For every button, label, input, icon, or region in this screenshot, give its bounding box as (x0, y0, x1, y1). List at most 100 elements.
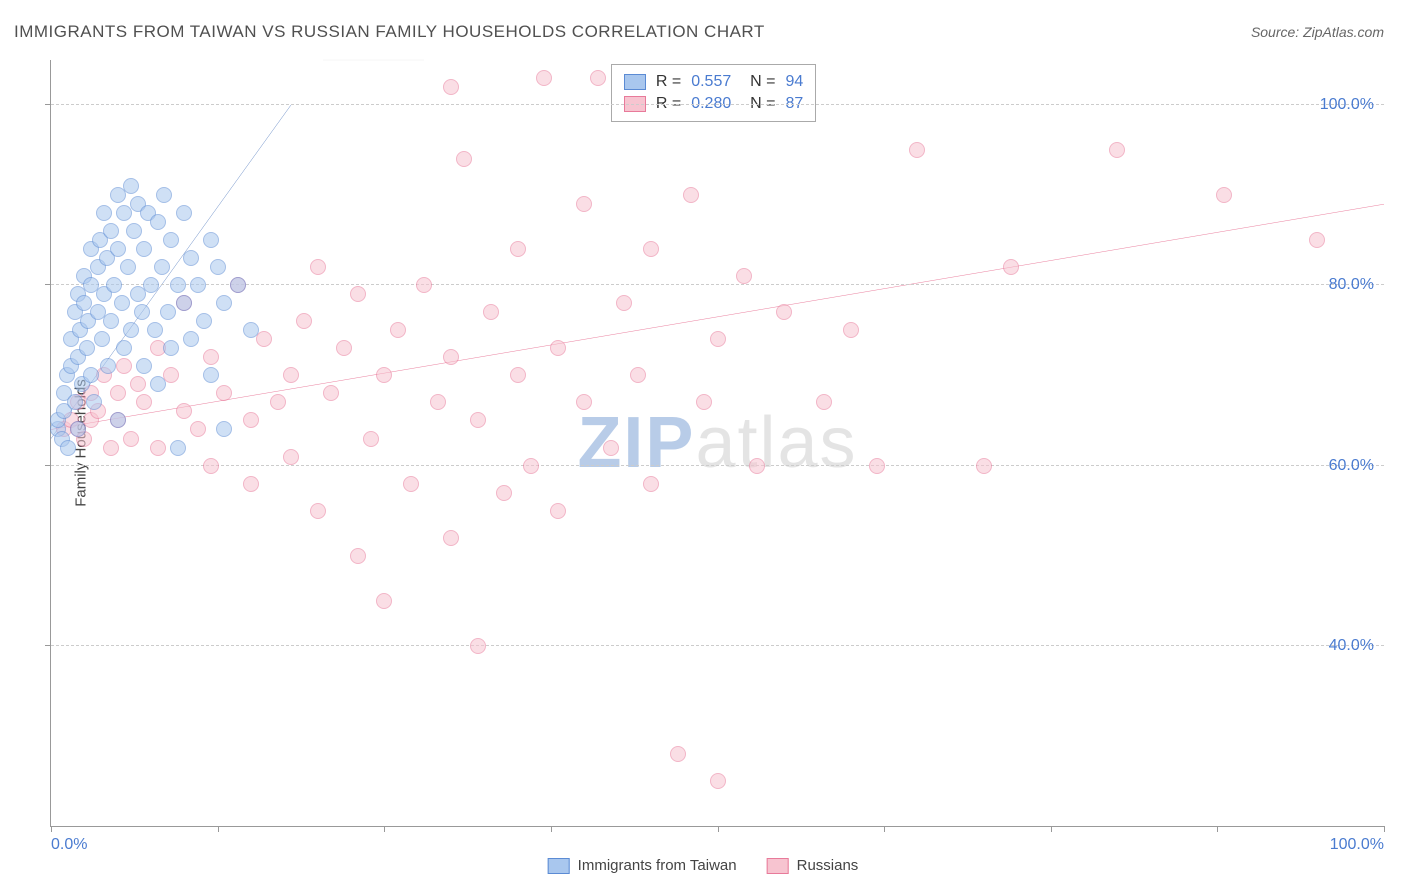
scatter-point (136, 241, 152, 257)
scatter-point (696, 394, 712, 410)
scatter-point (94, 331, 110, 347)
scatter-point (210, 259, 226, 275)
scatter-point (136, 358, 152, 374)
scatter-point (550, 340, 566, 356)
scatter-point (170, 440, 186, 456)
scatter-point (156, 187, 172, 203)
legend-n-label: N = (741, 73, 775, 91)
scatter-point (510, 241, 526, 257)
x-axis-max-label: 100.0% (1330, 836, 1384, 854)
x-tick (551, 826, 552, 832)
scatter-point (643, 476, 659, 492)
scatter-point (176, 295, 192, 311)
correlation-stats-legend: R = 0.557 N = 94R = 0.280 N = 87 (611, 64, 816, 122)
gridline (51, 284, 1384, 285)
scatter-point (576, 394, 592, 410)
scatter-point (154, 259, 170, 275)
scatter-point (114, 295, 130, 311)
scatter-point (283, 367, 299, 383)
legend-swatch (624, 74, 646, 90)
y-tick (45, 645, 51, 646)
x-tick (384, 826, 385, 832)
scatter-point (1109, 142, 1125, 158)
y-tick-label: 80.0% (1329, 276, 1374, 294)
scatter-point (110, 241, 126, 257)
scatter-point (336, 340, 352, 356)
scatter-point (203, 367, 219, 383)
scatter-point (670, 746, 686, 762)
scatter-point (496, 485, 512, 501)
scatter-point (749, 458, 765, 474)
scatter-point (70, 421, 86, 437)
scatter-point (170, 277, 186, 293)
scatter-point (470, 638, 486, 654)
scatter-point (710, 773, 726, 789)
scatter-point (376, 367, 392, 383)
scatter-point (310, 259, 326, 275)
x-tick (1217, 826, 1218, 832)
scatter-point (216, 385, 232, 401)
scatter-point (403, 476, 419, 492)
scatter-point (203, 232, 219, 248)
chart-title: IMMIGRANTS FROM TAIWAN VS RUSSIAN FAMILY… (14, 22, 765, 42)
scatter-point (103, 440, 119, 456)
source-attribution: Source: ZipAtlas.com (1251, 24, 1384, 40)
y-tick (45, 104, 51, 105)
scatter-point (110, 412, 126, 428)
y-tick (45, 284, 51, 285)
legend-label: Immigrants from Taiwan (578, 857, 737, 874)
scatter-point (103, 313, 119, 329)
x-tick (1051, 826, 1052, 832)
scatter-point (216, 295, 232, 311)
gridline (51, 465, 1384, 466)
scatter-point (106, 277, 122, 293)
scatter-point (150, 440, 166, 456)
scatter-point (67, 394, 83, 410)
scatter-point (310, 503, 326, 519)
y-tick (45, 465, 51, 466)
scatter-point (103, 223, 119, 239)
scatter-point (160, 304, 176, 320)
scatter-point (123, 431, 139, 447)
legend-n-value: 94 (785, 73, 803, 91)
scatter-point (123, 178, 139, 194)
trend-line (51, 204, 1384, 429)
scatter-point (243, 476, 259, 492)
y-tick-label: 40.0% (1329, 637, 1374, 655)
x-tick (1384, 826, 1385, 832)
watermark-prefix: ZIP (577, 403, 695, 483)
scatter-point (323, 385, 339, 401)
scatter-point (576, 196, 592, 212)
scatter-point (483, 304, 499, 320)
scatter-point (60, 440, 76, 456)
scatter-point (816, 394, 832, 410)
scatter-point (643, 241, 659, 257)
scatter-point (523, 458, 539, 474)
scatter-point (350, 286, 366, 302)
scatter-point (376, 593, 392, 609)
scatter-point (296, 313, 312, 329)
x-tick (884, 826, 885, 832)
watermark-suffix: atlas (695, 403, 857, 483)
scatter-point (230, 277, 246, 293)
scatter-point (143, 277, 159, 293)
scatter-point (86, 394, 102, 410)
legend-stats-row: R = 0.557 N = 94 (624, 71, 803, 93)
scatter-point (150, 214, 166, 230)
scatter-point (123, 322, 139, 338)
scatter-point (843, 322, 859, 338)
x-tick (218, 826, 219, 832)
scatter-point (136, 394, 152, 410)
scatter-point (134, 304, 150, 320)
scatter-point (710, 331, 726, 347)
scatter-point (536, 70, 552, 86)
watermark: ZIPatlas (577, 402, 857, 484)
scatter-point (203, 349, 219, 365)
scatter-point (110, 385, 126, 401)
scatter-point (443, 530, 459, 546)
scatter-point (216, 421, 232, 437)
scatter-point (147, 322, 163, 338)
scatter-point (96, 205, 112, 221)
scatter-point (736, 268, 752, 284)
scatter-point (203, 458, 219, 474)
